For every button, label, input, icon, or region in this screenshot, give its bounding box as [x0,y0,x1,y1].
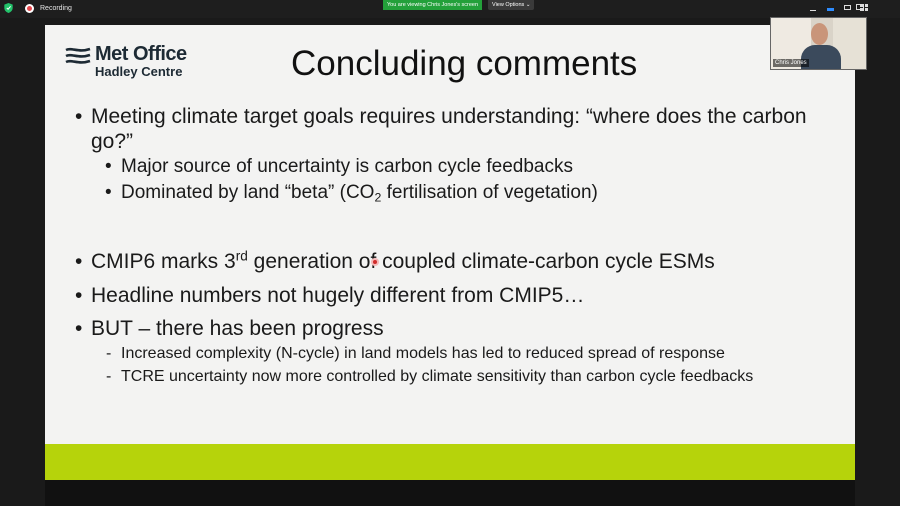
bottom-margin [45,480,855,506]
met-office-logo: Met Office Hadley Centre [65,43,187,79]
window-icon[interactable] [843,4,851,11]
side-panel-icon[interactable] [856,4,864,10]
met-office-mark-icon [65,47,91,64]
dash-item-n-cycle: Increased complexity (N-cycle) in land m… [75,343,835,364]
bullet-headline-numbers: Headline numbers not hugely different fr… [75,283,835,308]
rd-superscript: rd [235,248,248,264]
bullet-cmip6: CMIP6 marks 3rd generation of coupled cl… [75,249,835,274]
logo-text-met-office: Met Office [95,43,187,65]
sub-bullet-uncertainty: Major source of uncertainty is carbon cy… [75,154,835,180]
meeting-toolbar: Recording You are viewing Chris Jones's … [0,0,900,18]
shared-slide: Met Office Hadley Centre Concluding comm… [45,25,855,480]
dash-item-tcre: TCRE uncertainty now more controlled by … [75,366,835,387]
cmip6-text-pre: CMIP6 marks 3 [91,250,236,273]
logo-text-hadley: Hadley Centre [95,64,183,79]
sub-bullet-beta: Dominated by land “beta” (CO2 fertilisat… [75,180,835,206]
beta-text-post: fertilisation of vegetation) [381,182,598,203]
participant-head [811,23,828,45]
co2-subscript: 2 [374,190,382,205]
cmip6-text-post: generation of coupled climate-carbon cyc… [247,250,715,273]
minimize-icon[interactable] [809,4,817,11]
viewing-screen-banner: You are viewing Chris Jones's screen [383,0,483,10]
recording-icon [25,3,34,13]
slide-bullets: Meeting climate target goals requires un… [75,104,835,387]
laser-pointer-icon [371,258,379,266]
bullet-carbon-goal: Meeting climate target goals requires un… [75,104,835,154]
recording-status: Recording [4,3,72,13]
participant-name: Chris Jones [773,59,809,67]
security-shield-icon[interactable] [4,3,13,13]
participant-video[interactable]: Chris Jones [770,17,867,70]
recording-label: Recording [40,4,72,12]
slide-title: Concluding comments [291,44,638,83]
beta-text-pre: Dominated by land “beta” (CO [121,182,375,203]
slide-footer-band [45,444,855,480]
bullet-progress: BUT – there has been progress [75,316,835,341]
active-view-icon[interactable] [826,4,834,11]
view-options-button[interactable]: View Options ⌄ [488,0,535,10]
